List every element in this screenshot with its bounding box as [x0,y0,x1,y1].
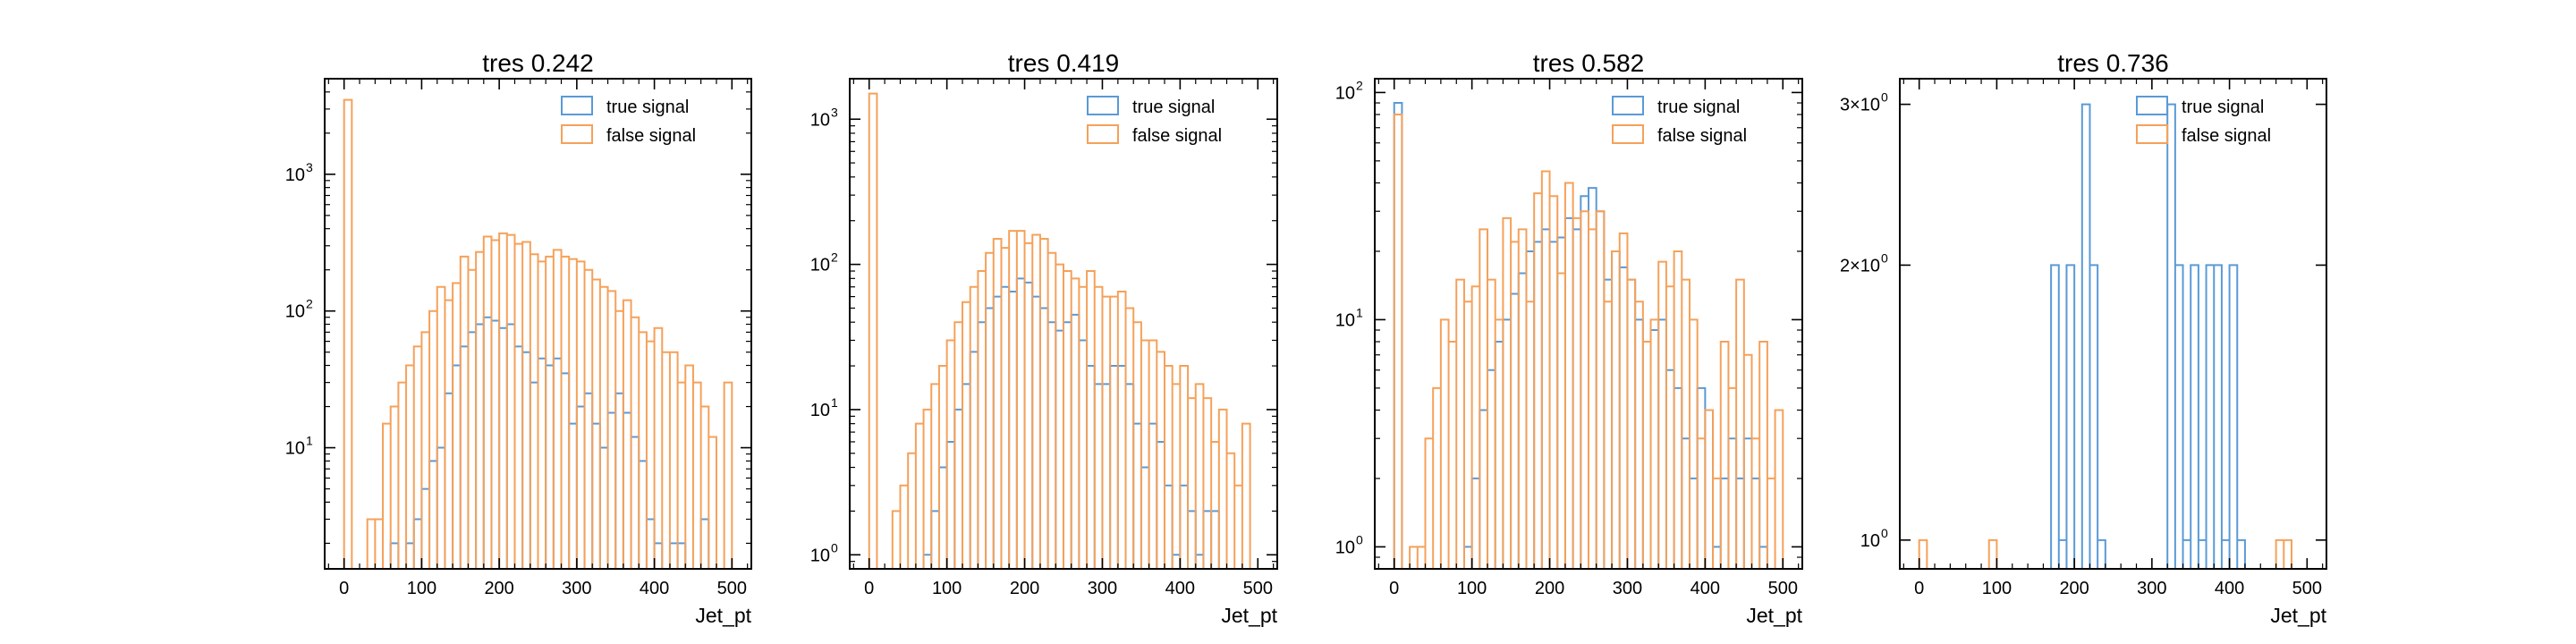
x-axis-label: Jet_pt [1746,604,1802,627]
x-tick-label: 100 [1457,579,1487,598]
axes-frame [1374,78,1803,570]
y-tick-exponent: 0 [1356,532,1363,547]
x-tick-label: 200 [484,579,513,598]
legend-label: false signal [606,126,696,146]
series-group [868,92,1251,569]
x-tick-label: 400 [640,579,669,598]
y-tick-exponent: 1 [831,395,838,410]
series-group [343,98,733,569]
x-tick-label: 400 [1165,579,1195,598]
legend-swatch-false-signal [1612,124,1644,144]
y-tick-label: 10 [1860,531,1880,551]
x-tick-label: 300 [562,579,591,598]
chart-title: tres 0.582 [1533,49,1645,77]
chart-title: tres 0.242 [482,49,594,77]
series-group [1918,103,2292,569]
legend-swatch-true-signal [561,96,593,115]
legend-label: false signal [1132,126,1222,146]
legend-swatch-false-signal [561,124,593,144]
y-tick-label: 2×10 [1840,256,1880,275]
y-tick-exponent: 2 [831,250,838,265]
x-tick-label: 100 [1982,579,2012,598]
x-tick-label: 100 [932,579,962,598]
x-tick-label: 300 [2137,579,2166,598]
x-tick-label: 500 [2292,579,2322,598]
axes-frame [849,78,1278,570]
y-tick-exponent: 3 [831,105,838,119]
x-tick-label: 0 [1914,579,1924,598]
y-tick-exponent: 0 [1881,250,1888,265]
legend-label: true signal [606,97,689,117]
chart-title: tres 0.419 [1008,49,1120,77]
x-tick-label: 400 [2215,579,2244,598]
legend-swatch-false-signal [1087,124,1119,144]
x-tick-label: 200 [2059,579,2089,598]
legend-label: true signal [1657,97,1740,117]
legend-swatch-true-signal [1612,96,1644,115]
x-tick-label: 500 [717,579,747,598]
y-tick-label: 10 [810,401,830,420]
y-tick-exponent: 1 [306,434,313,448]
axes-frame [1899,78,2327,570]
y-tick-exponent: 0 [1881,90,1888,105]
y-tick-exponent: 0 [1881,526,1888,540]
chart-title: tres 0.736 [2057,49,2169,77]
x-tick-label: 0 [1389,579,1399,598]
legend-swatch-true-signal [2136,96,2168,115]
y-tick-exponent: 2 [306,297,313,311]
legend-label: true signal [1132,97,1215,117]
x-tick-label: 0 [864,579,874,598]
y-tick-label: 10 [1335,310,1355,330]
x-tick-label: 300 [1088,579,1117,598]
x-tick-label: 300 [1613,579,1642,598]
legend-swatch-true-signal [1087,96,1119,115]
series-false-signal-step [1393,114,1784,569]
x-axis-label: Jet_pt [1221,604,1277,627]
y-tick-label: 10 [1335,538,1355,557]
x-tick-label: 0 [339,579,349,598]
y-tick-label: 10 [810,110,830,130]
series-false-signal-step [868,92,1251,569]
series-true-signal-step [2050,103,2246,569]
y-tick-label: 10 [1335,83,1355,103]
x-tick-label: 500 [1768,579,1798,598]
y-tick-exponent: 1 [1356,305,1363,319]
legend-label: true signal [2182,97,2264,117]
y-tick-label: 10 [285,439,305,459]
y-tick-exponent: 2 [1356,78,1363,92]
series-false-signal-step [343,98,733,569]
y-tick-label: 10 [810,256,830,275]
x-axis-label: Jet_pt [2270,604,2326,627]
y-tick-label: 10 [810,546,830,565]
y-tick-label: 10 [285,165,305,185]
legend-label: false signal [1657,126,1747,146]
series-true-signal-step [922,277,1220,569]
legend-swatch-false-signal [2136,124,2168,144]
x-tick-label: 400 [1690,579,1720,598]
legend-label: false signal [2182,126,2271,146]
x-tick-label: 200 [1010,579,1039,598]
series-group [1393,102,1784,569]
y-tick-exponent: 3 [306,160,313,174]
y-tick-label: 10 [285,302,305,322]
series-false-signal-step [1918,538,2292,569]
y-tick-label: 3×10 [1840,96,1880,115]
x-tick-label: 100 [407,579,436,598]
y-tick-exponent: 0 [831,540,838,555]
x-tick-label: 500 [1243,579,1273,598]
series-true-signal-step [389,316,710,569]
x-axis-label: Jet_pt [695,604,751,627]
x-tick-label: 200 [1535,579,1564,598]
